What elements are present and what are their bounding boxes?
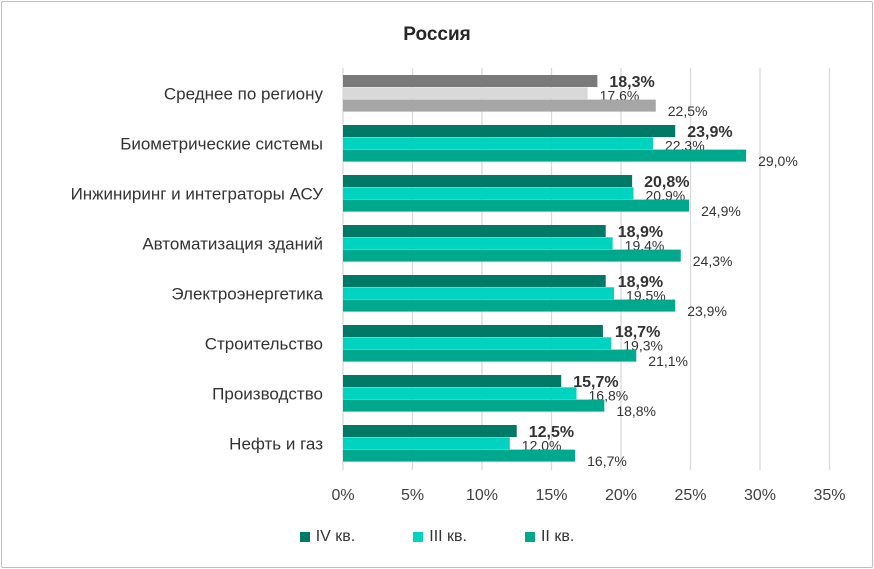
category-label: Производство <box>212 384 323 403</box>
data-label: 23,9% <box>687 303 727 319</box>
x-tick-label: 25% <box>674 487 706 504</box>
data-label: 24,3% <box>693 253 733 269</box>
data-label: 15,7% <box>573 374 618 391</box>
data-label: 24,9% <box>701 203 741 219</box>
x-tick-label: 10% <box>466 487 498 504</box>
data-label: 18,9% <box>618 224 663 241</box>
category-label: Биометрические системы <box>120 134 323 153</box>
bar <box>343 299 676 312</box>
x-tick-label: 35% <box>813 487 845 504</box>
bar <box>343 349 637 362</box>
bar <box>343 175 633 187</box>
legend-label-q3: III кв. <box>429 528 467 545</box>
bar <box>343 375 562 387</box>
data-label: 29,0% <box>758 153 798 169</box>
bar <box>343 99 656 112</box>
category-label: Автоматизация зданий <box>142 234 323 253</box>
bar <box>343 149 747 162</box>
data-label: 18,7% <box>615 324 660 341</box>
bar <box>343 199 690 212</box>
bar <box>343 75 598 87</box>
legend-swatch-q2 <box>524 532 535 542</box>
x-tick-label: 5% <box>401 487 424 504</box>
legend-label-q4: IV кв. <box>315 528 356 545</box>
bar <box>343 249 681 262</box>
bar <box>343 399 605 412</box>
legend: IV кв. III кв. II кв. <box>0 528 874 546</box>
legend-swatch-q3 <box>413 532 424 542</box>
bar <box>343 87 588 100</box>
chart-title: Россия <box>403 24 471 45</box>
data-label: 21,1% <box>648 353 688 369</box>
bar <box>343 225 606 237</box>
legend-swatch-q4 <box>299 532 310 542</box>
bar <box>343 237 613 250</box>
bar <box>343 125 676 137</box>
bar <box>343 275 606 287</box>
bar <box>343 449 576 462</box>
data-label: 18,8% <box>616 403 656 419</box>
bar <box>343 337 612 350</box>
bar <box>343 187 634 200</box>
data-label: 18,9% <box>618 274 663 291</box>
bar <box>343 437 510 450</box>
x-tick-label: 20% <box>605 487 637 504</box>
data-label: 22,5% <box>668 103 708 119</box>
bar <box>343 325 603 337</box>
data-label: 20,8% <box>644 174 689 191</box>
x-tick-label: 0% <box>331 487 354 504</box>
category-label: Электроэнергетика <box>171 284 323 303</box>
legend-item-q4: IV кв. <box>299 528 356 546</box>
legend-item-q2: II кв. <box>524 528 575 546</box>
bar <box>343 425 517 437</box>
x-tick-label: 30% <box>744 487 776 504</box>
legend-label-q2: II кв. <box>540 528 575 545</box>
category-label: Строительство <box>205 334 323 353</box>
bar <box>343 287 615 300</box>
data-label: 16,7% <box>587 453 627 469</box>
bar <box>343 137 653 150</box>
category-label: Нефть и газ <box>229 434 323 453</box>
category-label: Инжиниринг и интеграторы АСУ <box>71 184 324 203</box>
data-label: 18,3% <box>609 74 654 91</box>
x-tick-label: 15% <box>535 487 567 504</box>
data-label: 23,9% <box>687 124 732 141</box>
legend-item-q3: III кв. <box>413 528 467 546</box>
data-label: 12,5% <box>529 424 574 441</box>
category-label: Среднее по региону <box>164 84 324 103</box>
bar <box>343 387 577 400</box>
